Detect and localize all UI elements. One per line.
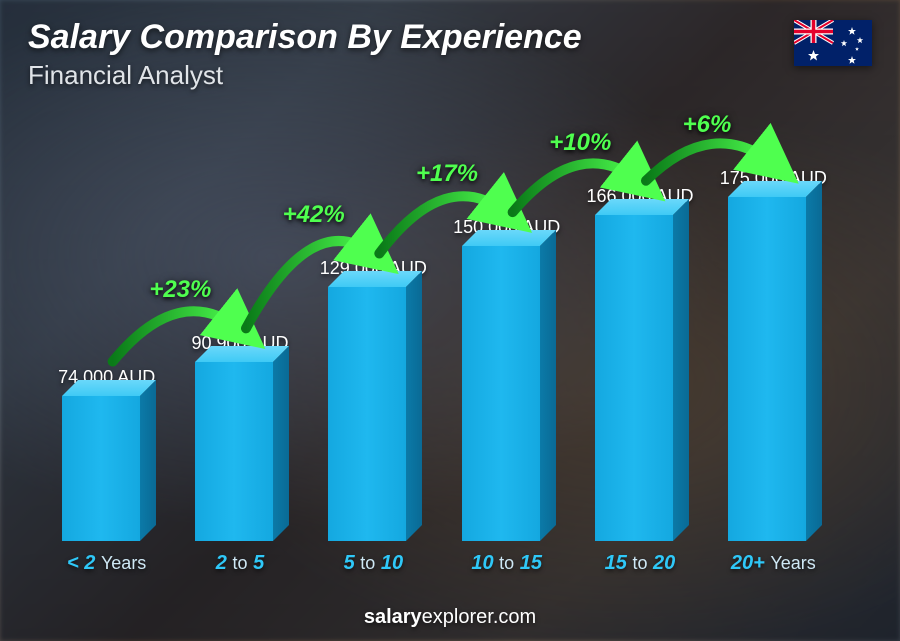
- footer-rest: explorer.com: [422, 606, 537, 628]
- bar: [195, 362, 285, 541]
- bar-side-face: [540, 230, 556, 541]
- bar-front-face: [62, 396, 140, 541]
- x-label: 5 to 10: [307, 552, 440, 575]
- bar-side-face: [406, 271, 422, 541]
- bar-front-face: [462, 246, 540, 541]
- footer-bold: salary: [364, 606, 422, 628]
- x-label: < 2 Years: [40, 552, 173, 575]
- bar-slot: 74,000 AUD: [40, 100, 173, 541]
- bar-chart: 74,000 AUD90,900 AUD129,000 AUD150,000 A…: [40, 100, 840, 581]
- bar: [728, 197, 818, 541]
- bar-slot: 150,000 AUD: [440, 100, 573, 541]
- x-axis-labels: < 2 Years2 to 55 to 1010 to 1515 to 2020…: [40, 545, 840, 581]
- page-subtitle: Financial Analyst: [28, 60, 223, 91]
- page-title: Salary Comparison By Experience: [28, 18, 582, 57]
- bar: [462, 246, 552, 541]
- x-label: 10 to 15: [440, 552, 573, 575]
- x-label: 20+ Years: [707, 552, 840, 575]
- infographic-container: Salary Comparison By Experience Financia…: [0, 0, 900, 641]
- x-label: 15 to 20: [573, 552, 706, 575]
- bar-side-face: [673, 199, 689, 541]
- bar-side-face: [273, 346, 289, 541]
- country-flag-icon: [794, 20, 872, 66]
- bar: [328, 287, 418, 541]
- bar-slot: 166,000 AUD: [573, 100, 706, 541]
- bar-slot: 175,000 AUD: [707, 100, 840, 541]
- bar: [62, 396, 152, 541]
- x-label: 2 to 5: [173, 552, 306, 575]
- bar-slot: 90,900 AUD: [173, 100, 306, 541]
- bars-area: 74,000 AUD90,900 AUD129,000 AUD150,000 A…: [40, 100, 840, 541]
- bar-side-face: [140, 380, 156, 541]
- bar-front-face: [328, 287, 406, 541]
- bar-front-face: [195, 362, 273, 541]
- bar-front-face: [728, 197, 806, 541]
- bar-front-face: [595, 215, 673, 541]
- footer-attribution: salaryexplorer.com: [0, 606, 900, 629]
- bar-slot: 129,000 AUD: [307, 100, 440, 541]
- bar: [595, 215, 685, 541]
- bar-side-face: [806, 181, 822, 541]
